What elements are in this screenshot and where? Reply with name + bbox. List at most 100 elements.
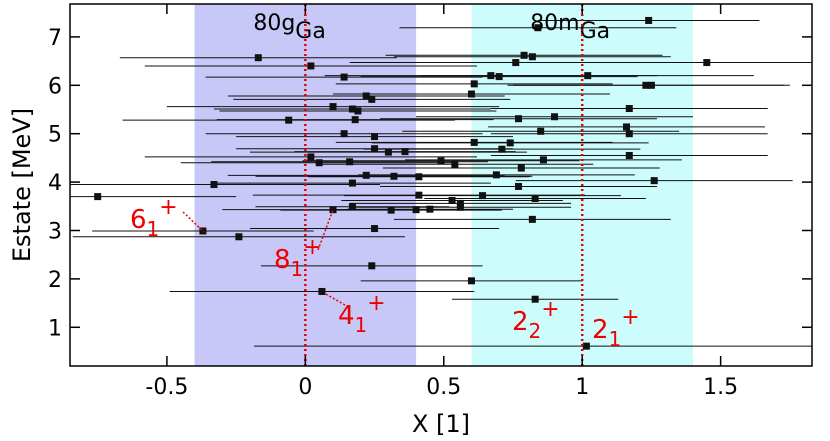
data-point [415, 173, 423, 181]
data-point [340, 73, 348, 81]
data-point [537, 127, 545, 135]
data-point [470, 138, 478, 146]
data-point [520, 51, 528, 59]
x-tick-label: 1.5 [703, 375, 738, 400]
data-point [582, 342, 590, 350]
data-point [371, 133, 379, 141]
data-point [368, 262, 376, 270]
level-label: 81+ [274, 235, 322, 281]
level-label: 41+ [338, 291, 386, 337]
data-point [412, 206, 420, 214]
data-point [470, 80, 478, 88]
y-tick-label: 3 [48, 219, 62, 244]
level-index: 1 [609, 327, 622, 351]
data-point [647, 81, 655, 89]
level-parity: + [367, 291, 385, 316]
y-tick-label: 2 [48, 268, 62, 293]
level-index: 2 [529, 319, 542, 343]
data-point [371, 145, 379, 153]
data-point [390, 172, 398, 180]
level-index: 1 [291, 257, 304, 281]
data-point [492, 171, 500, 179]
level-spin: 6 [130, 205, 147, 235]
data-point [384, 148, 392, 156]
data-point [329, 206, 337, 214]
data-point [448, 196, 456, 204]
region-element: Ga [580, 19, 611, 44]
level-label: 21+ [592, 305, 640, 351]
data-point [515, 182, 523, 190]
data-point [329, 103, 337, 111]
y-tick-label: 7 [48, 26, 62, 51]
data-point [642, 81, 650, 89]
x-tick-label: 0.5 [426, 375, 461, 400]
data-point [467, 277, 475, 285]
data-point [210, 181, 218, 189]
x-axis-label: X [1] [412, 410, 470, 438]
data-point [318, 287, 326, 295]
data-point [199, 227, 207, 235]
y-tick-label: 4 [48, 171, 62, 196]
data-point [362, 171, 370, 179]
level-label: 22+ [512, 297, 560, 343]
data-point [487, 72, 495, 80]
level-spin: 2 [512, 307, 529, 337]
level-label: 61+ [130, 195, 178, 241]
data-point [426, 205, 434, 213]
data-point [387, 206, 395, 214]
data-point [625, 151, 633, 159]
leader-line [323, 292, 346, 306]
data-point [515, 115, 523, 123]
region-label: 80mGa [530, 11, 610, 44]
level-parity: + [621, 305, 639, 330]
level-parity: + [303, 235, 321, 260]
data-point [348, 203, 356, 211]
data-point [371, 225, 379, 233]
data-point [348, 105, 356, 113]
data-point [625, 130, 633, 138]
data-point [495, 73, 503, 81]
data-point [623, 123, 630, 131]
level-parity: + [159, 195, 177, 220]
y-tick-label: 1 [48, 316, 62, 341]
data-point [437, 157, 445, 165]
data-point [625, 105, 633, 113]
x-tick-label: 0 [298, 375, 312, 400]
data-point [551, 113, 559, 121]
data-point [354, 107, 362, 115]
data-point [348, 179, 356, 187]
y-axis-label: Estate [MeV] [8, 108, 36, 262]
leader-line [182, 211, 205, 233]
y-tick-label: 6 [48, 74, 62, 99]
data-point [307, 62, 315, 70]
data-point [467, 90, 475, 98]
data-point [584, 72, 592, 80]
data-point [346, 158, 354, 166]
x-tick-label: -0.5 [145, 375, 188, 400]
data-point [254, 54, 262, 62]
level-index: 1 [147, 217, 160, 241]
data-point [539, 156, 547, 164]
data-point [456, 199, 464, 207]
data-point [528, 215, 536, 223]
data-point [512, 59, 520, 67]
data-point [401, 148, 409, 156]
region-element: Ga [295, 19, 326, 44]
level-parity: + [541, 297, 559, 322]
data-point [351, 116, 359, 124]
data-point [451, 160, 459, 168]
data-point [645, 16, 653, 24]
x-tick-label: 1 [575, 375, 589, 400]
data-point [703, 59, 711, 67]
data-point [534, 24, 542, 32]
y-tick-label: 5 [48, 123, 62, 148]
data-point [498, 145, 506, 153]
data-point [307, 153, 315, 161]
data-point [285, 116, 293, 124]
region-label: 80gGa [253, 11, 326, 44]
data-point [94, 193, 102, 201]
data-point [528, 53, 536, 61]
data-point [479, 192, 487, 200]
data-point [517, 164, 525, 172]
